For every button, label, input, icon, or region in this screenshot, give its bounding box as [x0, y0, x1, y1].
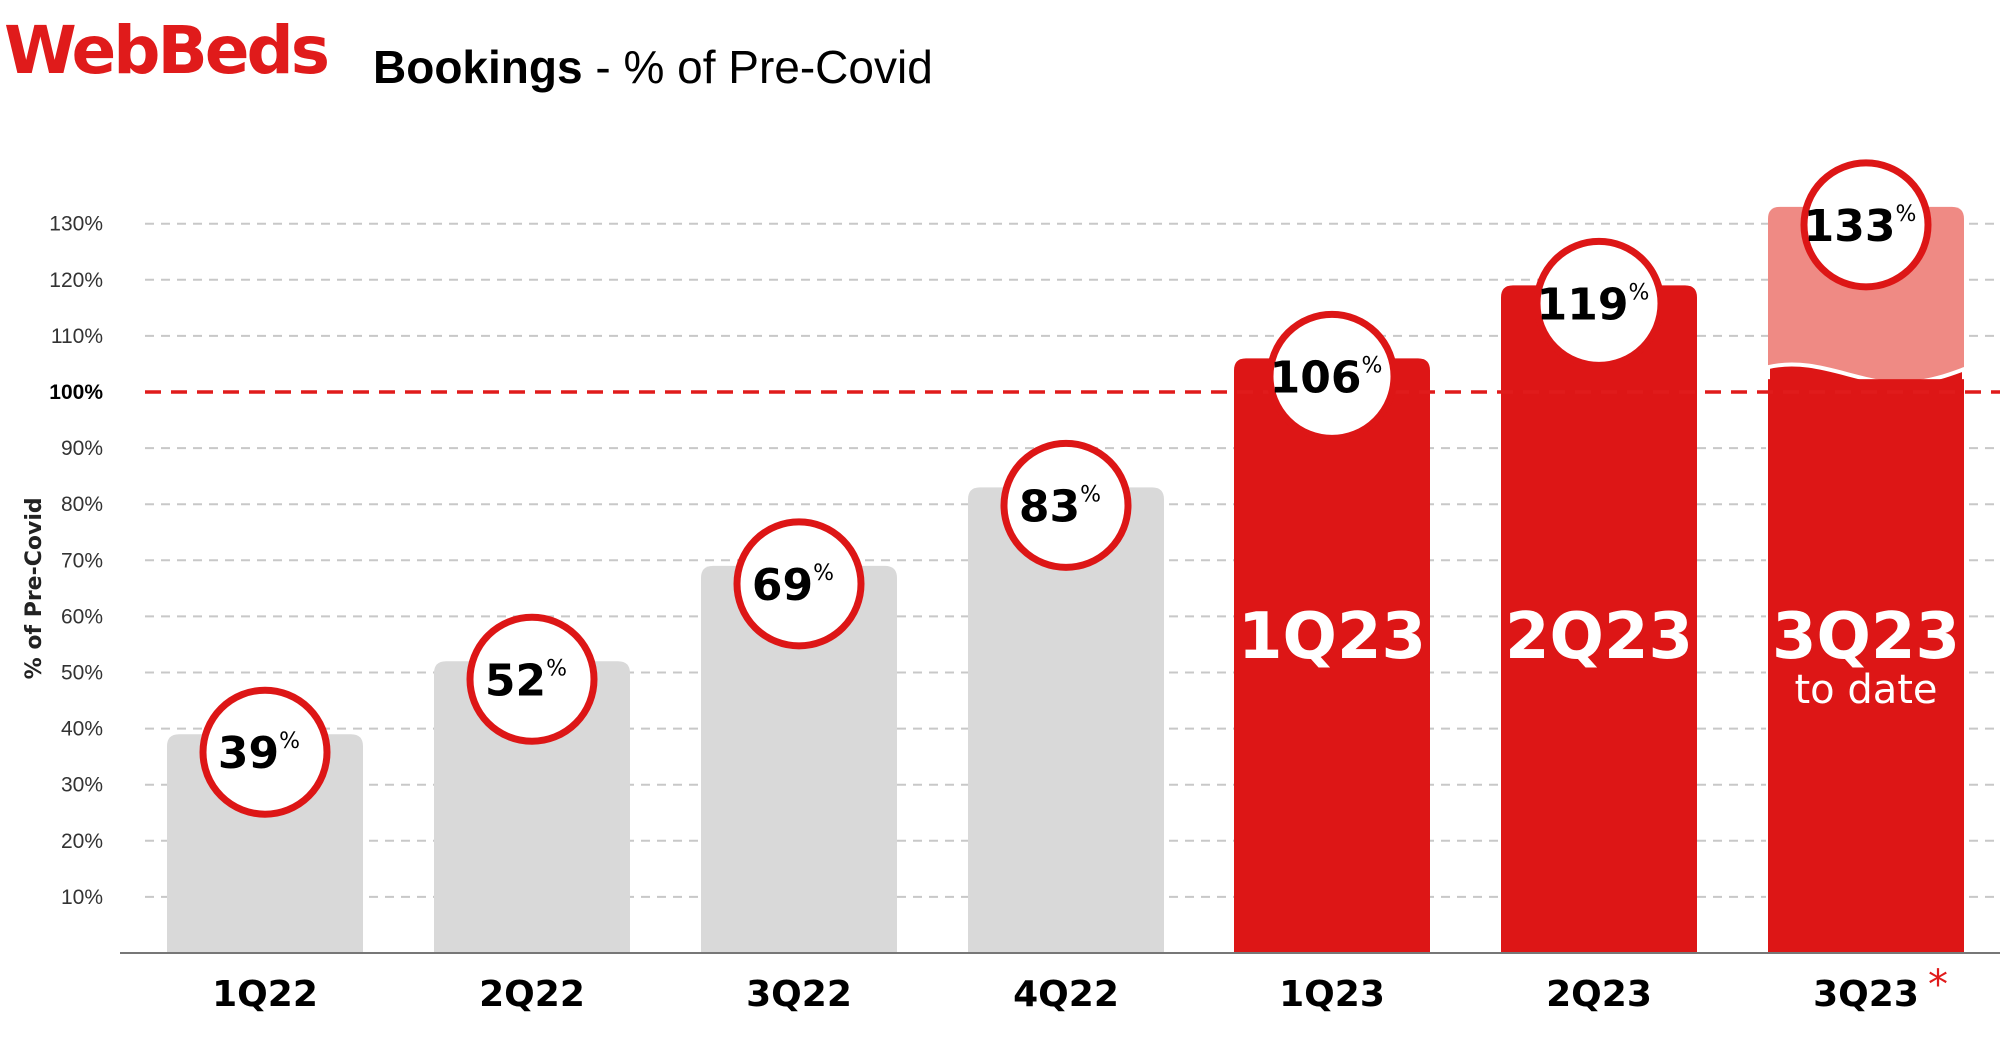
- data-label: 133%: [1804, 201, 1917, 252]
- x-tick-label: 1Q22: [212, 974, 318, 1015]
- data-label: 119%: [1537, 279, 1650, 330]
- chart-title-bold: Bookings: [373, 41, 583, 93]
- y-tick-label: 50%: [61, 662, 103, 685]
- chart-title-rest: - % of Pre-Covid: [582, 41, 933, 93]
- webbeds-logo: WebBeds: [4, 12, 330, 89]
- y-tick-label: 130%: [49, 213, 103, 236]
- bar: [434, 661, 630, 953]
- data-label: 69%: [752, 560, 834, 611]
- in-bar-label: 3Q23: [1772, 600, 1960, 674]
- y-tick-label: 30%: [61, 774, 103, 797]
- y-tick-label: 60%: [61, 605, 103, 628]
- x-tick-label: 3Q22: [746, 974, 852, 1015]
- value-bubble: [466, 613, 598, 745]
- value-bubble: [1800, 159, 1932, 291]
- y-tick-label: 100%: [49, 381, 103, 404]
- x-tick-label: 4Q22: [1013, 974, 1119, 1015]
- footnote-asterisk: *: [1928, 962, 1948, 1008]
- bar-fill: [1768, 379, 1964, 953]
- in-bar-sublabel: to date: [1794, 667, 1937, 713]
- value-bubble: [1266, 310, 1398, 442]
- x-tick-label: 3Q23: [1813, 974, 1919, 1015]
- data-label: 106%: [1270, 352, 1383, 403]
- in-bar-label: 1Q23: [1238, 600, 1426, 674]
- data-label: 39%: [218, 728, 300, 779]
- y-tick-label: 80%: [61, 493, 103, 516]
- y-tick-label: 110%: [51, 325, 103, 348]
- y-tick-label: 70%: [61, 549, 103, 572]
- value-bubble: [1533, 237, 1665, 369]
- y-tick-label: 20%: [61, 830, 103, 853]
- x-tick-label: 2Q22: [479, 974, 585, 1015]
- y-tick-label: 120%: [49, 269, 103, 292]
- value-bubble: [1000, 439, 1132, 571]
- data-label: 83%: [1019, 481, 1101, 532]
- chart-title: Bookings - % of Pre-Covid: [373, 44, 933, 90]
- bar: [1501, 285, 1697, 953]
- x-tick-label: 2Q23: [1546, 974, 1652, 1015]
- bar: [968, 487, 1164, 953]
- in-bar-label: 2Q23: [1505, 600, 1693, 674]
- x-tick-label: 1Q23: [1279, 974, 1385, 1015]
- y-axis-label: % of Pre-Covid: [22, 497, 47, 679]
- y-tick-label: 40%: [61, 718, 103, 741]
- bar: [1234, 358, 1430, 954]
- y-tick-label: 90%: [61, 437, 103, 460]
- y-tick-label: 10%: [61, 886, 103, 909]
- value-bubble: [199, 686, 331, 818]
- value-bubble: [733, 518, 865, 650]
- data-label: 52%: [485, 655, 567, 706]
- bar: [701, 565, 897, 953]
